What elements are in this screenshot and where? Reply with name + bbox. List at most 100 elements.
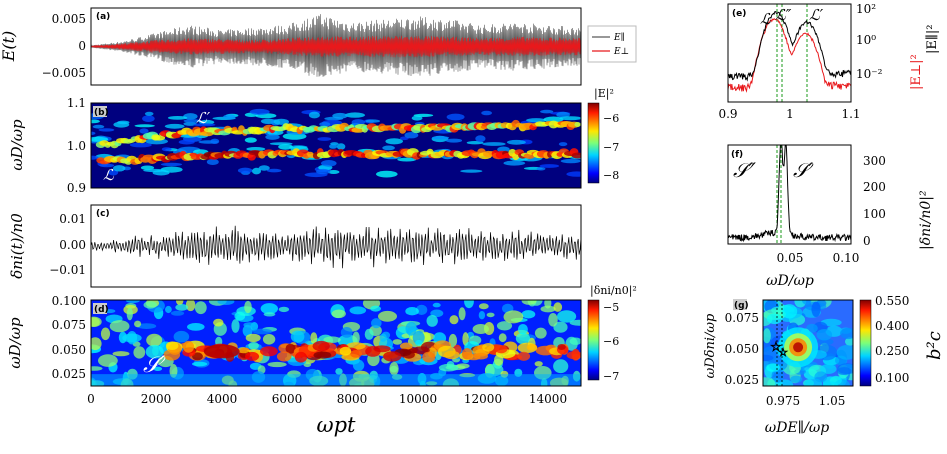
panel-d-cell xyxy=(136,323,157,329)
panel-d-cell xyxy=(243,322,256,328)
panel-d-cell xyxy=(244,300,252,314)
panel-b-cell xyxy=(351,119,365,126)
panel-d-cell xyxy=(485,363,504,377)
time-xtick: 12000 xyxy=(464,392,502,406)
panel-a-frame xyxy=(90,7,582,86)
panel-d-cell xyxy=(456,363,470,369)
time-axis: 0 2000 4000 6000 8000 10000 12000 14000 … xyxy=(87,392,567,437)
panel-d-cell xyxy=(176,300,184,306)
panel-d-cell xyxy=(438,363,459,372)
panel-d-cell xyxy=(553,321,568,333)
panel-e-ytick: 10² xyxy=(856,2,876,16)
panel-f-tag: (f) xyxy=(731,150,743,160)
panel-b-cell xyxy=(336,143,346,150)
panel-c-ylabel: δni(t)/n0 xyxy=(8,213,26,279)
panel-a-ytick: 0 xyxy=(78,39,86,53)
panel-g-colorbar xyxy=(859,299,872,387)
panel-c: (c) 0.01 0.00 −0.01 δni(t)/n0 xyxy=(8,204,582,288)
panel-b-cell xyxy=(503,160,526,166)
panel-d-hot-cell xyxy=(260,346,278,357)
panel-d-hot-cell xyxy=(339,346,352,356)
panel-d-cell xyxy=(370,305,381,312)
panel-b-cell xyxy=(413,113,434,117)
panel-g-cell xyxy=(781,304,798,319)
panel-d-cell xyxy=(331,309,346,319)
panel-b-cell xyxy=(193,123,216,127)
time-xtick: 4000 xyxy=(207,392,238,406)
panel-b-ridge-cell xyxy=(571,152,581,159)
panel-d-cell xyxy=(389,362,399,376)
panel-d-cell xyxy=(415,304,428,315)
panel-f-label: 𝒮″ xyxy=(733,158,756,182)
panel-g-cbar-tick: 0.100 xyxy=(875,371,909,385)
panel-d-cell xyxy=(553,302,563,312)
panel-b-cell xyxy=(244,137,257,143)
panel-d-cbar-tick: −7 xyxy=(603,370,619,383)
panel-d-ytick: 0.025 xyxy=(52,367,86,381)
panel-d-cbar-tick: −6 xyxy=(603,335,619,348)
panel-f-ytick: 300 xyxy=(863,154,886,168)
time-xtick: 2000 xyxy=(141,392,172,406)
panel-d-cell xyxy=(217,300,235,305)
panel-d-colorbar xyxy=(587,299,600,381)
panel-g-xtick: 0.975 xyxy=(766,394,800,408)
panel-b-cell xyxy=(91,119,100,124)
panel-e-label: ℒ xyxy=(760,10,772,28)
panel-d-hot-cell xyxy=(422,351,436,363)
panel-a-ylabel: E(t) xyxy=(0,31,18,63)
panel-b-cell xyxy=(308,111,320,119)
panel-b-cell xyxy=(332,112,348,119)
panel-d-cell xyxy=(112,351,130,357)
panel-d-cell xyxy=(569,337,581,345)
panel-b-annotation-L-prime: ℒ′ xyxy=(196,109,211,127)
panel-d-cell xyxy=(548,313,558,327)
panel-d-cell xyxy=(458,307,466,321)
panel-d-cell xyxy=(126,307,133,321)
panel-b-cell xyxy=(183,119,201,123)
panel-a: (a) 0.005 0 −0.005 E(t) E∥ E⊥ xyxy=(0,7,637,86)
panel-d-cell xyxy=(165,305,172,314)
panel-b-ridge-cell xyxy=(153,135,166,141)
panel-d-cell xyxy=(426,315,438,327)
panel-d-hot-cell xyxy=(473,352,488,360)
panel-b-cell xyxy=(99,163,115,168)
panel-f: (f) 𝒮″ 𝒮′ 0.05 0.10 ωD/ωp 300 200 100 0 … xyxy=(727,144,934,289)
panel-d-cell xyxy=(449,315,459,325)
time-xlabel: ωpt xyxy=(316,413,356,437)
panel-d-cell xyxy=(478,303,489,310)
panel-d-hot-cell xyxy=(495,345,508,354)
panel-d-cell xyxy=(100,327,111,341)
panel-e-ytick: 10⁻² xyxy=(856,67,883,81)
panel-d-hot-cell xyxy=(400,342,413,350)
panel-d-ylabel: ωD/ωp xyxy=(6,317,24,369)
panel-d-cbar-label: |δni/n0|² xyxy=(590,284,637,298)
panel-d-cell xyxy=(352,359,365,371)
panel-d-cbar-tick: −5 xyxy=(603,301,619,314)
panel-e-ylabel-perp-text: |E⊥|² xyxy=(909,54,924,90)
panel-g-cell xyxy=(814,371,828,383)
panel-d-cell xyxy=(486,312,495,318)
panel-b-cell xyxy=(206,158,219,165)
panel-d-cell xyxy=(262,334,276,345)
panel-g-cbar-tick: 0.400 xyxy=(875,319,909,333)
panel-b-cell xyxy=(345,112,365,118)
panel-f-ylabel: |δni/n0|² xyxy=(918,190,934,250)
panel-g-cell xyxy=(763,377,776,386)
panel-e-ytick: 10⁰ xyxy=(856,33,876,47)
panel-b-cell xyxy=(91,131,96,135)
panel-e-ylabel-par: |E∥|² xyxy=(925,25,940,54)
panel-d-hot-cell xyxy=(517,351,531,361)
panel-b-cell xyxy=(160,162,183,167)
panel-b-cell xyxy=(329,144,338,149)
panel-g-xlabel: ωDE∥/ωp xyxy=(765,420,829,436)
panel-g-ylabel: ωDδni/ωp xyxy=(703,313,718,378)
panel-b-cell xyxy=(376,170,398,178)
panel-b-cell xyxy=(246,147,266,151)
panel-d-cell xyxy=(146,333,163,347)
panel-b-ytick: 1.0 xyxy=(67,139,86,153)
panel-d-cell xyxy=(515,332,531,345)
panel-d-hot-cell xyxy=(517,342,538,353)
panel-d-cell xyxy=(263,312,276,317)
panel-d-base-band xyxy=(91,374,581,386)
